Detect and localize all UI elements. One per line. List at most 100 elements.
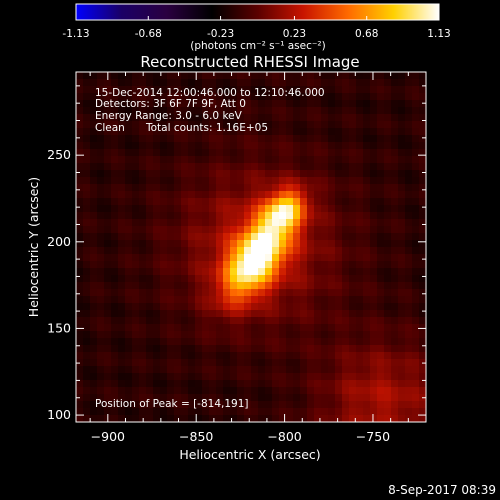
heatmap-cell: [300, 359, 308, 367]
heatmap-cell: [202, 205, 210, 213]
heatmap-cell: [300, 254, 308, 262]
heatmap-cell: [370, 205, 378, 213]
heatmap-cell: [160, 226, 168, 234]
heatmap-cell: [391, 93, 399, 101]
heatmap-cell: [237, 324, 245, 332]
heatmap-cell: [370, 324, 378, 332]
heatmap-cell: [342, 135, 350, 143]
heatmap-cell: [167, 268, 175, 276]
heatmap-cell: [111, 247, 119, 255]
heatmap-cell: [139, 303, 147, 311]
heatmap-cell: [286, 247, 294, 255]
heatmap-cell: [104, 121, 112, 129]
heatmap-cell: [349, 275, 357, 283]
heatmap-cell: [118, 121, 126, 129]
heatmap-cell: [153, 415, 161, 422]
heatmap-cell: [279, 310, 287, 318]
heatmap-cell: [188, 324, 196, 332]
heatmap-cell: [237, 170, 245, 178]
heatmap-cell: [216, 408, 224, 416]
heatmap-cell: [307, 282, 315, 290]
heatmap-cell: [265, 79, 273, 87]
heatmap-cell: [76, 324, 84, 332]
heatmap-cell: [125, 86, 133, 94]
heatmap-cell: [419, 100, 426, 108]
heatmap-cell: [188, 72, 196, 80]
heatmap-cell: [349, 317, 357, 325]
heatmap-cell: [405, 142, 413, 150]
heatmap-cell: [321, 387, 329, 395]
heatmap-cell: [83, 93, 91, 101]
heatmap-cell: [398, 212, 406, 220]
heatmap-cell: [279, 345, 287, 353]
heatmap-cell: [174, 205, 182, 213]
heatmap-cell: [293, 352, 301, 360]
heatmap-cell: [195, 366, 203, 374]
heatmap-cell: [153, 142, 161, 150]
heatmap-cell: [300, 303, 308, 311]
heatmap-cell: [419, 72, 426, 80]
heatmap-cell: [139, 310, 147, 318]
heatmap-cell: [356, 135, 364, 143]
heatmap-cell: [328, 114, 336, 122]
heatmap-cell: [195, 184, 203, 192]
heatmap-cell: [146, 415, 154, 422]
heatmap-cell: [188, 142, 196, 150]
heatmap-cell: [279, 184, 287, 192]
heatmap-cell: [384, 268, 392, 276]
heatmap-cell: [384, 296, 392, 304]
heatmap-cell: [419, 170, 426, 178]
heatmap-cell: [125, 380, 133, 388]
heatmap-cell: [265, 184, 273, 192]
heatmap-cell: [230, 338, 238, 346]
heatmap-cell: [223, 408, 231, 416]
heatmap-cell: [139, 408, 147, 416]
heatmap-cell: [335, 317, 343, 325]
heatmap-cell: [97, 289, 105, 297]
heatmap-cell: [335, 163, 343, 171]
heatmap-cell: [279, 226, 287, 234]
heatmap-cell: [419, 177, 426, 185]
heatmap-cell: [307, 128, 315, 136]
heatmap-cell: [363, 310, 371, 318]
heatmap-cell: [209, 324, 217, 332]
heatmap-cell: [90, 415, 98, 422]
heatmap-cell: [244, 366, 252, 374]
heatmap-cell: [146, 198, 154, 206]
heatmap-cell: [237, 121, 245, 129]
heatmap-cell: [167, 79, 175, 87]
heatmap-cell: [216, 79, 224, 87]
heatmap-cell: [272, 177, 280, 185]
heatmap-cell: [251, 261, 259, 269]
heatmap-cell: [307, 191, 315, 199]
heatmap-cell: [167, 114, 175, 122]
heatmap-cell: [97, 345, 105, 353]
heatmap-cell: [412, 72, 420, 80]
heatmap-cell: [258, 93, 266, 101]
heatmap-cell: [272, 142, 280, 150]
colorbar-tick-label: -0.23: [207, 28, 234, 40]
heatmap-cell: [230, 149, 238, 157]
heatmap-cell: [139, 163, 147, 171]
heatmap-cell: [419, 93, 426, 101]
heatmap-cell: [279, 317, 287, 325]
heatmap-cell: [90, 394, 98, 402]
heatmap-cell: [398, 275, 406, 283]
heatmap-cell: [391, 107, 399, 115]
heatmap-cell: [391, 303, 399, 311]
heatmap-cell: [328, 359, 336, 367]
heatmap-cell: [265, 387, 273, 395]
heatmap-cell: [223, 394, 231, 402]
heatmap-cell: [125, 93, 133, 101]
heatmap-cell: [342, 380, 350, 388]
heatmap-cell: [195, 170, 203, 178]
heatmap-cell: [405, 268, 413, 276]
heatmap-cell: [160, 114, 168, 122]
heatmap-cell: [104, 86, 112, 94]
heatmap-cell: [321, 282, 329, 290]
heatmap-cell: [202, 135, 210, 143]
heatmap-cell: [111, 275, 119, 283]
heatmap-cell: [153, 387, 161, 395]
heatmap-cell: [293, 114, 301, 122]
heatmap-cell: [223, 324, 231, 332]
